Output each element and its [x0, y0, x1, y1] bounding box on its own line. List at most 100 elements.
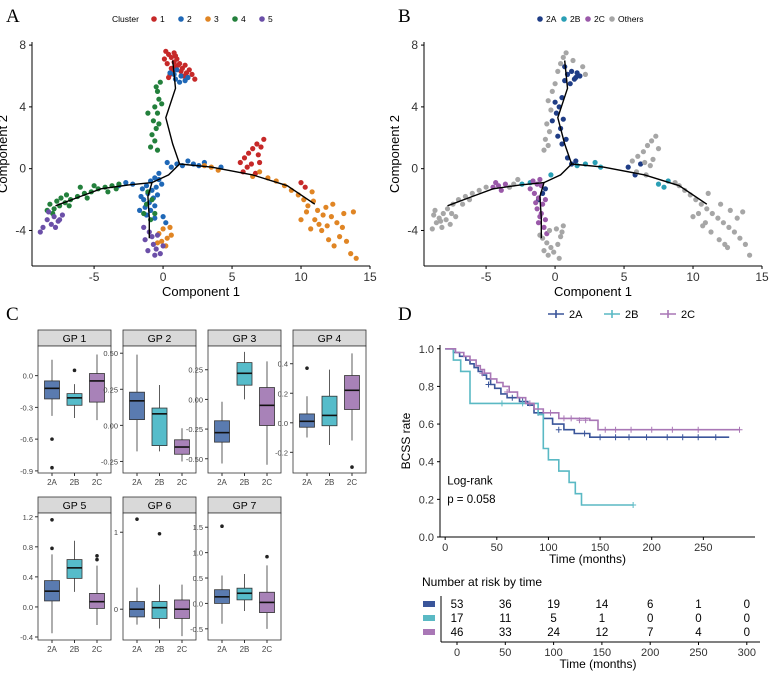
point-1: [168, 54, 174, 61]
point-3: [343, 238, 350, 244]
point-4: [141, 210, 147, 217]
outlier-point: [50, 437, 54, 441]
point-2: [152, 175, 158, 181]
facet-title: GP 3: [233, 333, 257, 345]
point-4: [63, 192, 70, 198]
point-3: [257, 169, 263, 175]
point-5: [51, 214, 57, 220]
x-tick-label: 0: [160, 270, 167, 284]
legend-label-2c: 2C: [594, 14, 605, 24]
x-tick-label: 2C: [347, 478, 357, 487]
point-5: [59, 212, 65, 218]
risk-count: 7: [647, 627, 653, 639]
point-2: [159, 181, 165, 187]
annotation-pvalue: p = 0.058: [447, 494, 495, 506]
point-2: [154, 192, 161, 198]
censor-mark: [695, 426, 702, 433]
point-3: [341, 210, 347, 217]
point-others: [449, 210, 455, 217]
risk-x-tick-label: 150: [593, 647, 611, 659]
point-others: [483, 184, 489, 190]
box-2b: [151, 407, 168, 446]
point-1: [189, 71, 195, 77]
point-others: [431, 212, 437, 218]
point-3: [154, 240, 161, 246]
legend-key-5: [259, 16, 265, 22]
point-5: [157, 251, 163, 257]
censor-mark: [695, 434, 702, 441]
point-others: [555, 68, 561, 74]
point-2a: [571, 76, 578, 82]
y-tick-label: 0.25: [188, 366, 203, 375]
x-tick-label: 150: [591, 542, 609, 554]
point-2: [168, 164, 174, 170]
point-4: [156, 96, 162, 102]
y-tick-label: 4: [19, 100, 26, 114]
point-others: [642, 159, 648, 166]
legend-label-2c: 2C: [681, 309, 695, 321]
point-others: [644, 142, 651, 149]
point-others: [650, 156, 656, 162]
point-others: [546, 227, 553, 234]
legend-title: Cluster: [112, 14, 139, 24]
x-tick-label: 2B: [70, 478, 80, 487]
point-2a: [567, 81, 573, 87]
point-others: [558, 61, 564, 67]
point-2: [138, 193, 144, 200]
outlier-point: [220, 524, 224, 529]
point-3: [323, 204, 329, 210]
risk-x-tick-label: 0: [454, 647, 460, 659]
point-3: [160, 226, 166, 232]
facet-title: GP 5: [63, 500, 87, 512]
point-1: [192, 76, 198, 82]
risk-count: 17: [451, 613, 464, 625]
point-1: [258, 144, 264, 150]
point-others: [560, 54, 566, 61]
x-tick-label: 2C: [92, 645, 102, 654]
panel-letter-c: C: [6, 304, 19, 325]
point-4: [149, 132, 155, 138]
point-4: [148, 144, 154, 150]
point-4: [84, 195, 90, 201]
box-2a: [44, 380, 60, 400]
y-tick-label: 1.2: [23, 513, 33, 522]
y-tick-label: -0.2: [275, 448, 288, 457]
point-others: [560, 223, 566, 229]
point-others: [545, 142, 551, 149]
point-2a: [559, 141, 565, 147]
point-3: [303, 209, 310, 215]
risk-count: 33: [499, 627, 512, 639]
point-others: [704, 206, 710, 212]
point-1: [250, 146, 256, 152]
annotation-test: Log-rank: [447, 475, 493, 487]
x-tick-label: 2B: [155, 478, 165, 487]
point-others: [443, 217, 449, 223]
risk-row-key-2c: [423, 629, 435, 635]
point-others: [545, 98, 551, 104]
risk-table-title: Number at risk by time: [422, 575, 542, 589]
point-1: [163, 48, 169, 54]
point-others: [563, 50, 569, 56]
point-2c: [542, 197, 549, 203]
x-tick-label: 10: [294, 270, 308, 284]
y-tick-label: 0.8: [419, 381, 434, 393]
box-2a: [129, 391, 145, 421]
censor-mark: [576, 417, 583, 424]
point-1: [298, 180, 304, 186]
point-2c: [537, 176, 543, 183]
point-others: [742, 241, 749, 247]
censor-mark: [498, 400, 505, 407]
point-3: [168, 232, 174, 238]
point-others: [553, 226, 560, 232]
point-4: [156, 121, 162, 127]
censor-mark: [582, 417, 589, 424]
risk-x-tick-label: 300: [738, 647, 756, 659]
point-1: [172, 53, 179, 59]
point-others: [640, 149, 647, 155]
point-2c: [533, 200, 539, 206]
point-others: [649, 138, 655, 144]
risk-count: 0: [695, 613, 701, 625]
point-others: [460, 201, 466, 207]
y-tick-label: 0.00: [103, 421, 118, 430]
